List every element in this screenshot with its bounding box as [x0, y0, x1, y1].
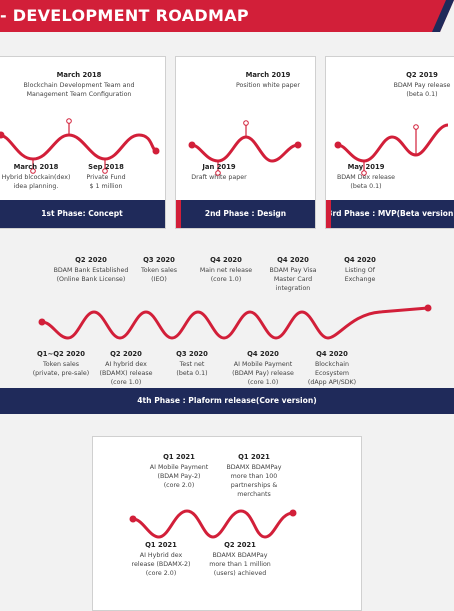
phase-label: 1st Phase: Concept — [0, 200, 165, 228]
milestone: Q3 2020 Test net (beta 0.1) — [176, 350, 208, 377]
header-accent — [432, 0, 454, 32]
milestone: March 2018 Blockchain Development Team an… — [23, 71, 135, 98]
wave-line — [334, 123, 449, 176]
phase-label: 4th Phase : Plaform release(Core version… — [0, 388, 454, 414]
milestone: Q4 2020 Main net release (core 1.0) — [199, 256, 253, 283]
phase-3-card: Q2 2019 BDAM Pay release (beta 0.1) May 2… — [325, 56, 454, 229]
wave-line — [129, 509, 297, 539]
milestone: Q3 2020 Token sales (IEO) — [141, 256, 177, 283]
wave-line — [38, 304, 432, 340]
milestone: March 2018 Hybrid blcockain(dex) idea pla… — [1, 163, 71, 190]
milestone: May 2019 BDAM Dex release (beta 0.1) — [336, 163, 396, 190]
phase-2-card: March 2019 Position white paper Jan 2019 D… — [175, 56, 316, 229]
milestone: Q2 2021 BDAMX BDAMPay more than 1 million… — [209, 541, 271, 578]
phase-1-card: March 2018 Blockchain Development Team an… — [0, 56, 166, 229]
milestone: March 2019 Position white paper — [235, 71, 301, 89]
milestone: Q1 2021 AI Mobile Payment (BDAM Pay-2) (c… — [149, 453, 209, 490]
milestone: Sep 2018 Private Fund $ 1 million — [86, 163, 126, 190]
milestone: Q4 2020 Blockchain Ecosystem (dApp API/SD… — [307, 350, 357, 387]
milestone: Q4 2020 AI Mobile Payment (BDAM Pay) rele… — [232, 350, 294, 387]
wave-line — [0, 118, 160, 174]
milestone: Q2 2019 BDAM Pay release (beta 0.1) — [393, 71, 451, 98]
phase-label: 2nd Phase : Design — [176, 200, 315, 228]
milestone: Q1 2021 AI Hybrid dex release (BDAMX-2) (… — [131, 541, 191, 578]
milestone: Q1~Q2 2020 Token sales (private, pre-sale… — [32, 350, 90, 377]
milestone: Q1 2021 BDAMX BDAMPay more than 100 partn… — [226, 453, 282, 499]
milestone: Q2 2020 BDAM Bank Established (Online Ban… — [53, 256, 129, 283]
milestone: Jan 2019 Draft white paper — [191, 163, 247, 181]
phase-5-card: Q1 2021 AI Mobile Payment (BDAM Pay-2) (c… — [92, 436, 362, 611]
milestone: Q4 2020 BDAM Pay Visa Master Card integra… — [269, 256, 317, 293]
phase-label: 3rd Phase : MVP(Beta version) — [326, 200, 454, 228]
page-header: - DEVELOPMENT ROADMAP — [0, 0, 454, 32]
wave-line — [188, 120, 302, 176]
page-title: - DEVELOPMENT ROADMAP — [0, 6, 249, 25]
milestone: Q4 2020 Listing Of Exchange — [344, 256, 376, 283]
milestone: Q2 2020 AI hybrid dex (BDAMX) release (co… — [99, 350, 153, 387]
phase-4-section: Q2 2020 BDAM Bank Established (Online Ban… — [0, 248, 454, 388]
